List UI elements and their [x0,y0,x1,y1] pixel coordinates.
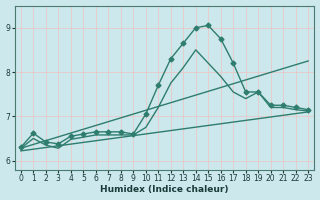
X-axis label: Humidex (Indice chaleur): Humidex (Indice chaleur) [100,185,229,194]
